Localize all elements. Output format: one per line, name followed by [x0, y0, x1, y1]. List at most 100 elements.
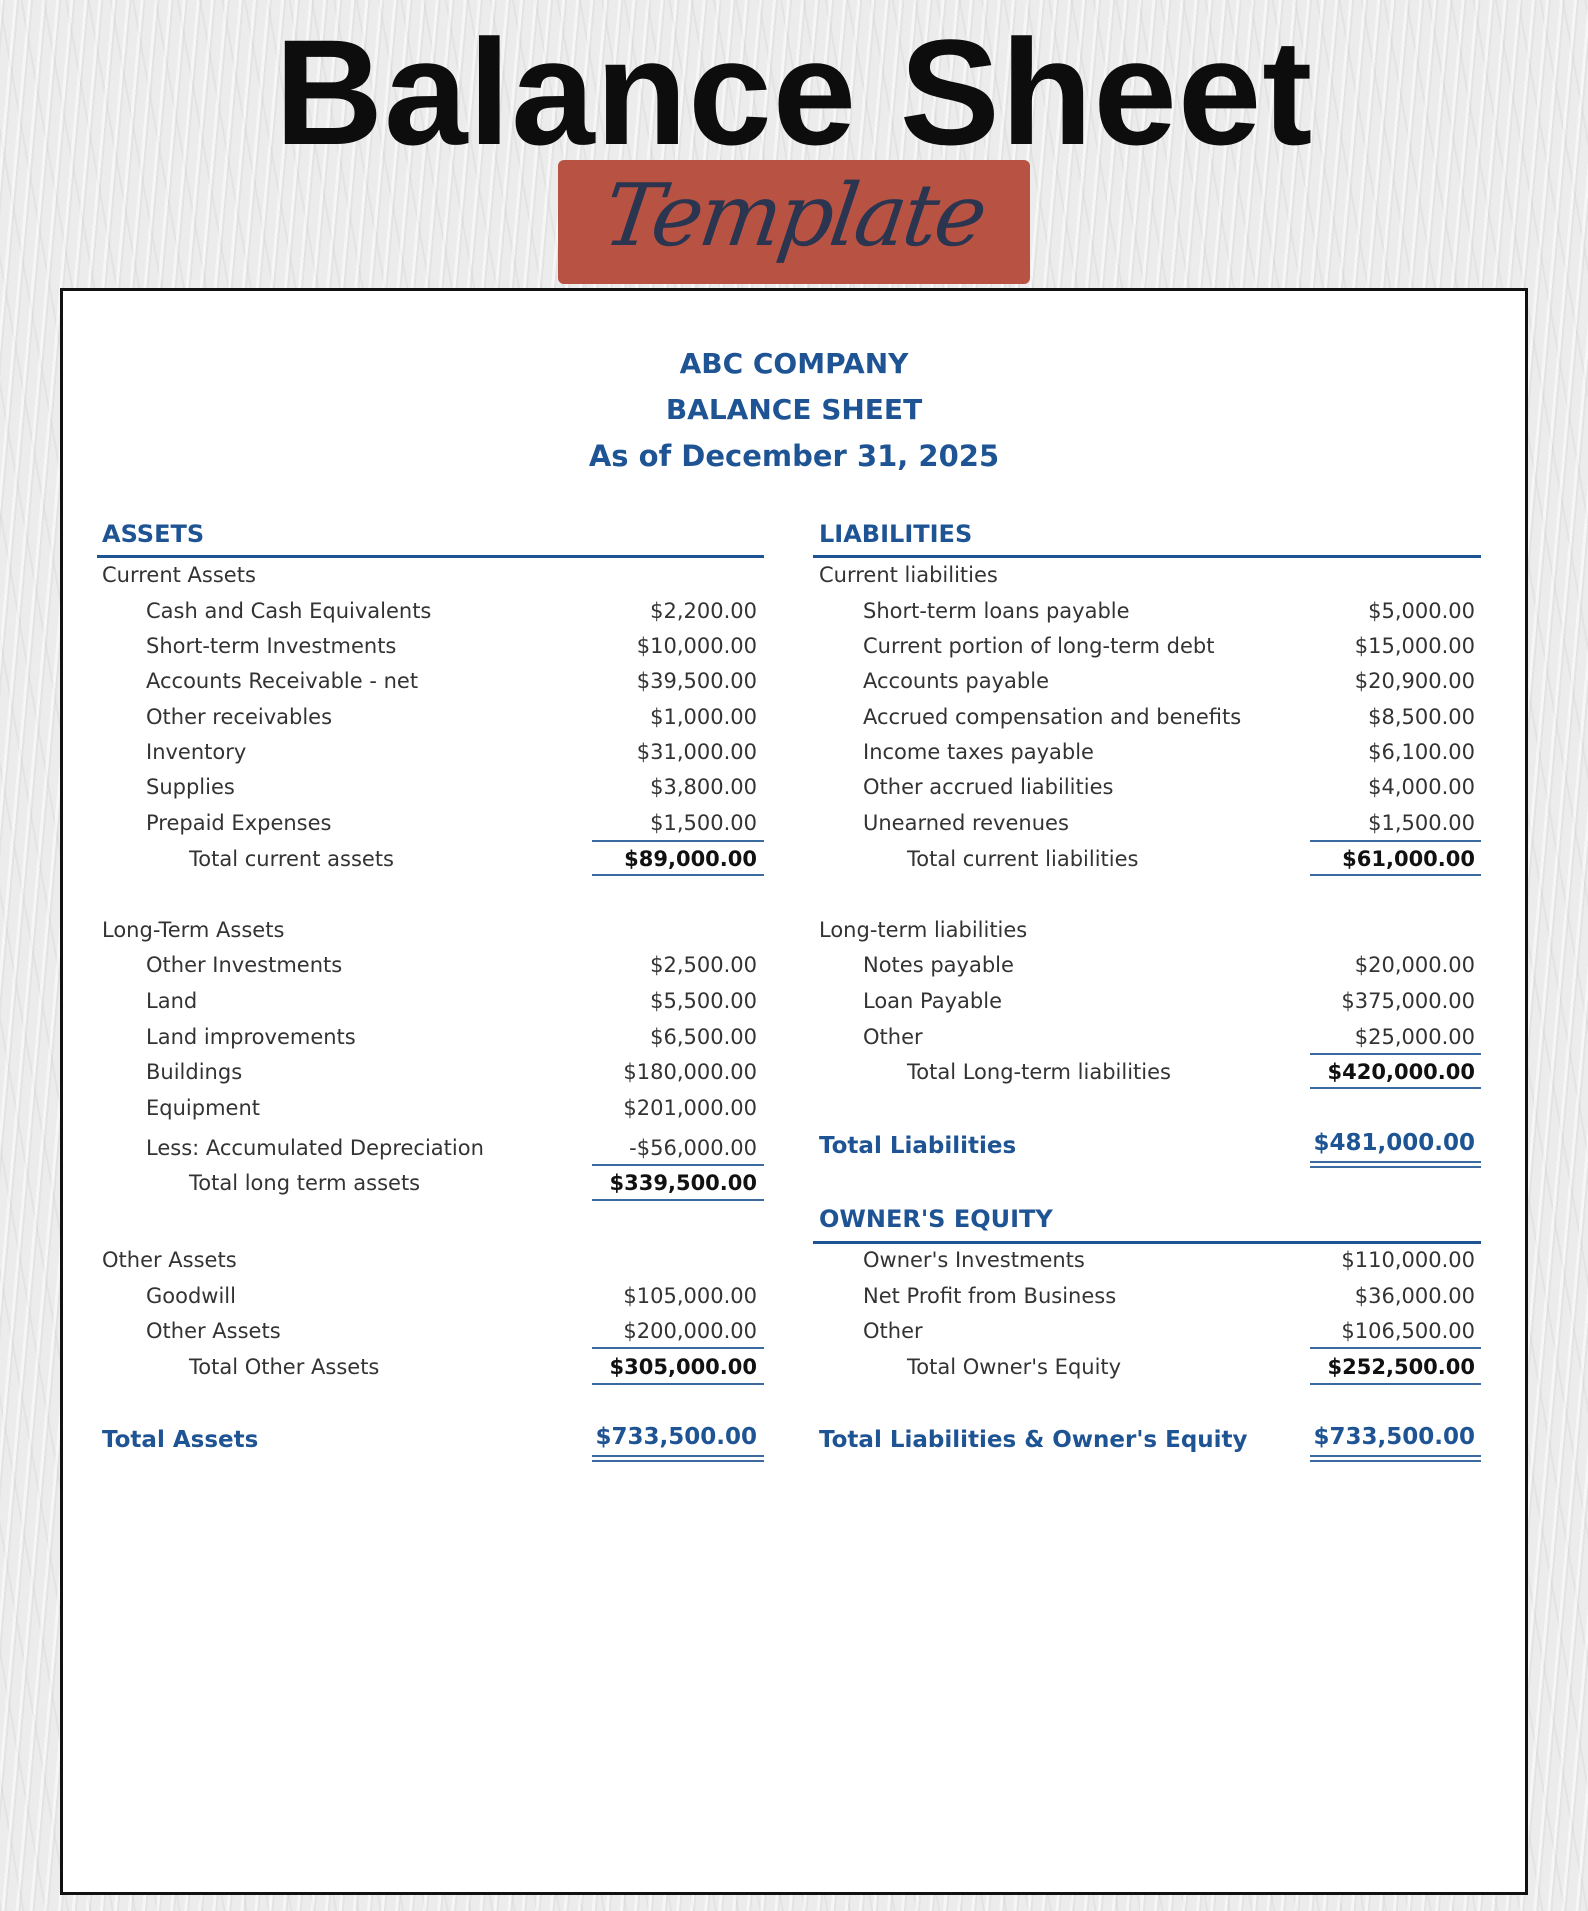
liability-value: $20,900.00	[1354, 669, 1475, 693]
subtotal-rule	[592, 1347, 764, 1349]
liability-value: $1,500.00	[1368, 811, 1475, 835]
total-current-liabilities-value: $61,000.00	[1342, 847, 1475, 871]
total-current-assets-value: $89,000.00	[624, 847, 757, 871]
asset-item: Supplies	[146, 775, 235, 799]
subtotal-rule	[592, 840, 764, 842]
total-assets-label: Total Assets	[102, 1427, 259, 1453]
total-rule	[1310, 1087, 1481, 1089]
equity-value: $36,000.00	[1354, 1284, 1475, 1308]
assets-heading: ASSETS	[102, 520, 205, 548]
asset-value: $105,000.00	[623, 1284, 757, 1308]
asset-item: Other Assets	[146, 1319, 281, 1343]
liability-value: $8,500.00	[1368, 705, 1475, 729]
liability-value: $20,000.00	[1354, 953, 1475, 977]
asset-value: $3,800.00	[650, 775, 757, 799]
template-badge: Template	[558, 160, 1030, 284]
liability-item: Accrued compensation and benefits	[863, 705, 1242, 729]
asset-item: Land improvements	[146, 1025, 356, 1049]
total-owners-equity-label: Total Owner's Equity	[907, 1355, 1122, 1379]
total-liabilities-label: Total Liabilities	[819, 1133, 1017, 1159]
liability-item: Current portion of long-term debt	[863, 634, 1215, 658]
double-rule	[1310, 1455, 1481, 1457]
template-badge-text: Template	[597, 166, 991, 266]
double-rule	[1310, 1161, 1481, 1163]
subtotal-rule	[1310, 1347, 1481, 1349]
asset-value: $6,500.00	[650, 1025, 757, 1049]
liability-item: Notes payable	[863, 953, 1014, 977]
asset-item: Cash and Cash Equivalents	[146, 599, 432, 623]
liability-item: Unearned revenues	[863, 811, 1069, 835]
total-rule	[592, 1199, 764, 1201]
liability-item: Other	[863, 1025, 923, 1049]
total-rule	[1310, 874, 1481, 876]
other-assets-label: Other Assets	[102, 1248, 237, 1272]
asset-item: Accounts Receivable - net	[146, 669, 419, 693]
total-liabilities-equity-value: $733,500.00	[1313, 1424, 1475, 1450]
total-long-term-assets-value: $339,500.00	[609, 1171, 757, 1195]
liabilities-heading: LIABILITIES	[819, 520, 973, 548]
subtotal-rule	[592, 1164, 764, 1166]
asset-value: -$56,000.00	[629, 1136, 757, 1160]
liability-value: $375,000.00	[1341, 989, 1475, 1013]
asset-value: $10,000.00	[636, 634, 757, 658]
total-liabilities-equity-label: Total Liabilities & Owner's Equity	[819, 1427, 1248, 1453]
double-rule	[1310, 1166, 1481, 1168]
long-term-liabilities-label: Long-term liabilities	[819, 918, 1028, 942]
asset-item: Short-term Investments	[146, 634, 397, 658]
liability-item: Short-term loans payable	[863, 599, 1130, 623]
liability-item: Income taxes payable	[863, 740, 1094, 764]
total-rule	[1310, 1383, 1481, 1385]
double-rule	[1310, 1460, 1481, 1462]
asset-item: Less: Accumulated Depreciation	[146, 1136, 484, 1160]
asset-value: $2,500.00	[650, 953, 757, 977]
total-other-assets-label: Total Other Assets	[189, 1355, 380, 1379]
liability-value: $25,000.00	[1354, 1025, 1475, 1049]
total-other-assets-value: $305,000.00	[609, 1355, 757, 1379]
double-rule	[592, 1460, 764, 1462]
asset-value: $39,500.00	[636, 669, 757, 693]
long-term-assets-label: Long-Term Assets	[102, 918, 285, 942]
asset-value: $2,200.00	[650, 599, 757, 623]
asset-value: $201,000.00	[623, 1096, 757, 1120]
equity-value: $110,000.00	[1341, 1248, 1475, 1272]
assets-divider	[97, 555, 764, 558]
asset-value: $1,000.00	[650, 705, 757, 729]
asset-value: $5,500.00	[650, 989, 757, 1013]
current-assets-label: Current Assets	[102, 563, 256, 587]
liability-item: Loan Payable	[863, 989, 1003, 1013]
subtotal-rule	[1310, 1053, 1481, 1055]
asset-item: Inventory	[146, 740, 247, 764]
balance-sheet-card	[60, 288, 1528, 1895]
liability-item: Other accrued liabilities	[863, 775, 1114, 799]
asset-value: $200,000.00	[623, 1319, 757, 1343]
asset-item: Buildings	[146, 1060, 243, 1084]
equity-item: Other	[863, 1319, 923, 1343]
report-date: As of December 31, 2025	[588, 439, 1000, 473]
asset-value: $1,500.00	[650, 811, 757, 835]
total-current-assets-label: Total current assets	[189, 847, 394, 871]
total-owners-equity-value: $252,500.00	[1327, 1355, 1475, 1379]
total-long-term-assets-label: Total long term assets	[189, 1171, 421, 1195]
double-rule	[592, 1455, 764, 1457]
liability-value: $4,000.00	[1368, 775, 1475, 799]
total-current-liabilities-label: Total current liabilities	[907, 847, 1139, 871]
banner-title: Balance Sheet	[274, 8, 1314, 176]
total-liabilities-value: $481,000.00	[1313, 1130, 1475, 1156]
liability-value: $5,000.00	[1368, 599, 1475, 623]
total-long-term-liabilities-label: Total Long-term liabilities	[907, 1060, 1171, 1084]
liability-value: $6,100.00	[1368, 740, 1475, 764]
owners-equity-heading: OWNER'S EQUITY	[819, 1205, 1053, 1233]
liabilities-divider	[813, 555, 1481, 558]
total-long-term-liabilities-value: $420,000.00	[1327, 1060, 1475, 1084]
asset-value: $180,000.00	[623, 1060, 757, 1084]
equity-value: $106,500.00	[1341, 1319, 1475, 1343]
subtotal-rule	[1310, 840, 1481, 842]
total-rule	[592, 1383, 764, 1385]
equity-item: Owner's Investments	[863, 1248, 1085, 1272]
asset-item: Land	[146, 989, 198, 1013]
equity-item: Net Profit from Business	[863, 1284, 1117, 1308]
liability-item: Accounts payable	[863, 669, 1049, 693]
asset-item: Equipment	[146, 1096, 260, 1120]
equity-divider	[813, 1241, 1481, 1244]
asset-item: Other Investments	[146, 953, 343, 977]
